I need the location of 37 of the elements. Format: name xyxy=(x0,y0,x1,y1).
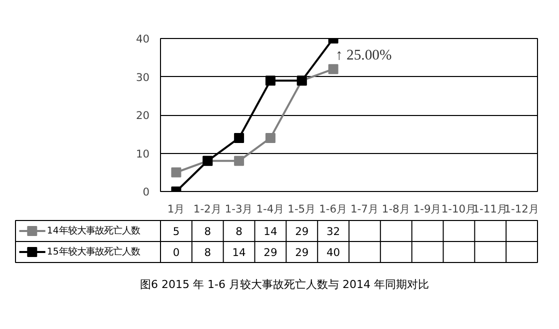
point xyxy=(234,156,244,166)
y-tick-label: 10 xyxy=(136,147,150,160)
point xyxy=(265,76,276,86)
x-tick-label: 1-2月 xyxy=(193,202,222,216)
annotation: ↑ 25.00% xyxy=(336,48,392,64)
x-tick-label: 1-8月 xyxy=(382,202,410,216)
legend-label: 14年较大事故死亡人数 xyxy=(46,226,140,236)
y-tick-label: 30 xyxy=(136,70,150,84)
data-label: 29 xyxy=(295,225,309,238)
point xyxy=(328,64,338,74)
data-label: 29 xyxy=(295,246,309,259)
legend-label: 15年较大事故死亡人数 xyxy=(46,246,140,258)
x-tick-label: 1-5月 xyxy=(288,202,316,216)
y-tick-label: 0 xyxy=(142,186,150,198)
data-label: 14 xyxy=(264,225,278,238)
point xyxy=(234,132,244,143)
data-label: 14 xyxy=(232,246,246,259)
point xyxy=(265,132,276,143)
y-tick-label: 20 xyxy=(136,109,150,122)
data-label: 0 xyxy=(172,246,180,259)
x-tick-label: 1月 xyxy=(167,202,186,216)
x-tick-label: 1-4月 xyxy=(256,202,285,216)
point xyxy=(171,167,182,178)
x-tick-label: 1-12月 xyxy=(504,202,540,216)
data-label: 8 xyxy=(236,225,243,238)
x-tick-label: 1-7月 xyxy=(350,202,379,216)
data-label: 5 xyxy=(172,225,180,238)
y-tick-label: 40 xyxy=(136,32,150,46)
data-label: 40 xyxy=(326,246,340,259)
x-tick-label: 1-3月 xyxy=(224,202,254,216)
data-label: 8 xyxy=(204,246,212,259)
data-label: 8 xyxy=(204,225,212,238)
caption: 图6 2015 年 1-6 月较大事故死亡人数与 2014 年同期对比 xyxy=(140,277,429,293)
data-label: 29 xyxy=(264,246,278,259)
data-label: 32 xyxy=(326,225,340,238)
x-tick-label: 1-9月 xyxy=(413,202,442,216)
x-tick-label: 1-6月 xyxy=(319,202,348,216)
